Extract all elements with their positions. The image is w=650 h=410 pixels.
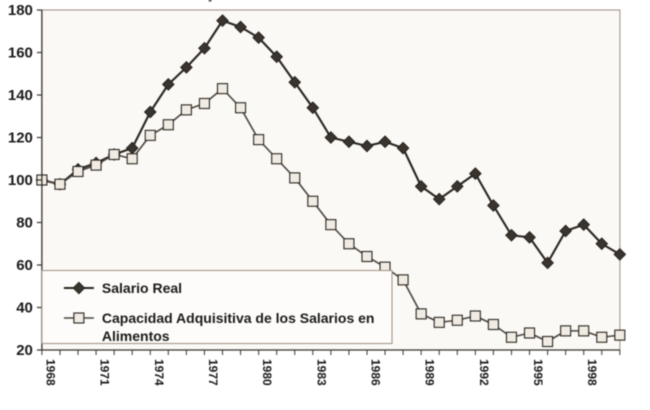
svg-text:180: 180 — [8, 2, 33, 19]
svg-text:Alimentos: Alimentos — [102, 328, 170, 344]
svg-text:60: 60 — [16, 257, 33, 274]
svg-text:1971: 1971 — [98, 359, 112, 386]
svg-text:120: 120 — [8, 130, 33, 147]
svg-text:80: 80 — [16, 215, 33, 232]
svg-text:160: 160 — [8, 45, 33, 62]
svg-text:1977: 1977 — [206, 359, 220, 386]
svg-text:1968: 1968 — [43, 359, 57, 386]
svg-text:1992: 1992 — [477, 359, 491, 386]
svg-text:1974: 1974 — [152, 359, 166, 386]
svg-text:1986: 1986 — [368, 359, 382, 386]
svg-text:100: 100 — [8, 172, 33, 189]
svg-text:40: 40 — [16, 300, 33, 317]
svg-text:1995: 1995 — [531, 359, 545, 386]
svg-text:140: 140 — [8, 87, 33, 104]
svg-text:Capacidad Adquisitiva de los S: Capacidad Adquisitiva de los Salarios en — [102, 310, 375, 326]
svg-text:1980: 1980 — [260, 359, 274, 386]
svg-text:y: y — [208, 0, 216, 2]
svg-text:1983: 1983 — [314, 359, 328, 386]
svg-text:1989: 1989 — [423, 359, 437, 386]
svg-text:20: 20 — [16, 342, 33, 359]
svg-text:Salario Real: Salario Real — [102, 280, 182, 296]
svg-text:1998: 1998 — [585, 359, 599, 386]
